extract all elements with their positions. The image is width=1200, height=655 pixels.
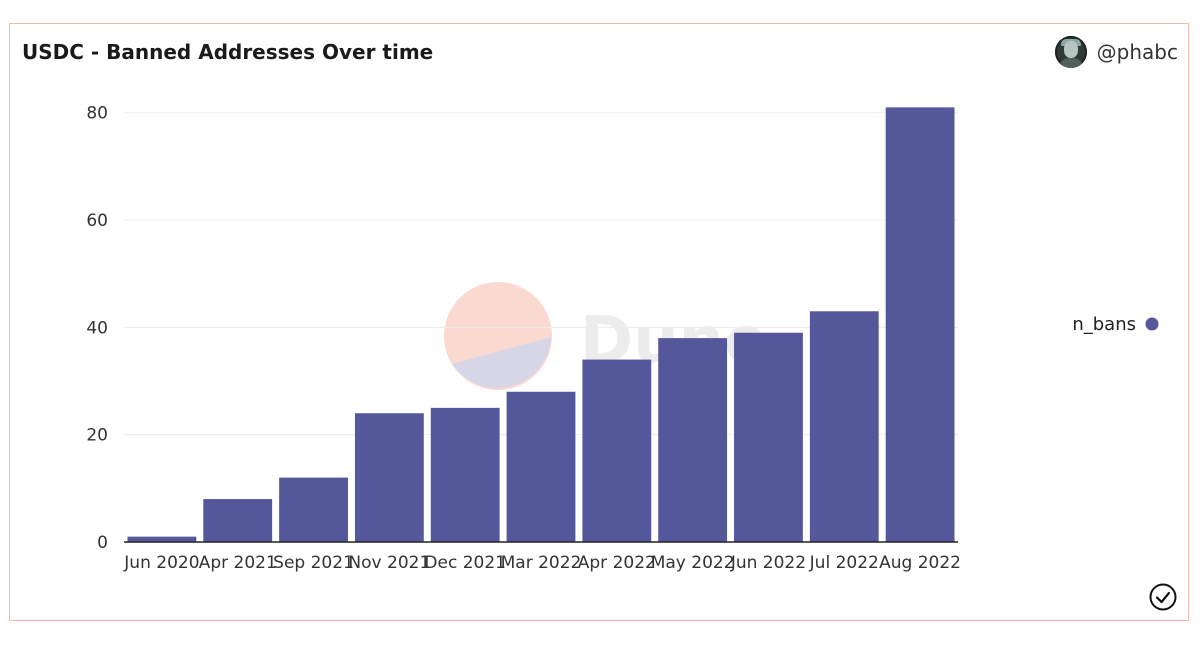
avatar[interactable] bbox=[1054, 36, 1087, 68]
author-name[interactable]: @phabc bbox=[1096, 40, 1178, 64]
y-tick-label: 20 bbox=[86, 426, 108, 446]
x-tick-label: Apr 2022 bbox=[578, 553, 656, 573]
x-tick-label: Jun 2022 bbox=[730, 553, 806, 573]
legend-swatch bbox=[1145, 317, 1159, 331]
x-tick-label: Jun 2020 bbox=[123, 553, 199, 573]
y-tick-label: 0 bbox=[97, 533, 108, 553]
x-tick-label: Sep 2021 bbox=[273, 553, 354, 573]
x-tick-label: Jul 2022 bbox=[809, 553, 879, 573]
bar-jun-2022[interactable] bbox=[734, 332, 803, 542]
y-tick-label: 80 bbox=[86, 104, 108, 124]
x-tick-label: Nov 2021 bbox=[348, 553, 430, 573]
author-badge[interactable]: @phabc bbox=[1054, 36, 1178, 68]
bar-nov-2021[interactable] bbox=[354, 413, 424, 542]
y-axis-ticks: 0 20 40 60 80 bbox=[86, 104, 108, 553]
bar-may-2022[interactable] bbox=[658, 338, 728, 542]
x-tick-label: Dec 2021 bbox=[424, 553, 506, 573]
bar-jul-2022[interactable] bbox=[809, 311, 879, 542]
bar-jun-2020[interactable] bbox=[127, 536, 197, 542]
dune-watermark: Dune bbox=[444, 282, 768, 390]
bar-dec-2021[interactable] bbox=[430, 407, 500, 542]
bar-apr-2021[interactable] bbox=[203, 499, 273, 542]
chart-title: USDC - Banned Addresses Over time bbox=[22, 40, 434, 64]
chart-card: USDC - Banned Addresses Over time @phabc… bbox=[9, 23, 1189, 621]
dune-logo-lower-half bbox=[452, 337, 551, 389]
x-tick-label: May 2022 bbox=[651, 553, 735, 573]
x-tick-label: Apr 2021 bbox=[199, 553, 277, 573]
x-tick-label: Mar 2022 bbox=[501, 553, 582, 573]
bar-aug-2022[interactable] bbox=[885, 107, 955, 543]
y-tick-label: 60 bbox=[86, 211, 108, 231]
bar-sep-2021[interactable] bbox=[279, 477, 348, 542]
legend-label: n_bans bbox=[1072, 314, 1136, 335]
bars bbox=[127, 107, 955, 543]
bar-apr-2022[interactable] bbox=[582, 359, 652, 542]
y-tick-label: 40 bbox=[86, 318, 108, 338]
x-tick-label: Aug 2022 bbox=[879, 553, 961, 573]
legend[interactable]: n_bans bbox=[1072, 314, 1159, 335]
check-circle-icon[interactable] bbox=[1148, 582, 1178, 612]
bar-mar-2022[interactable] bbox=[506, 391, 576, 542]
